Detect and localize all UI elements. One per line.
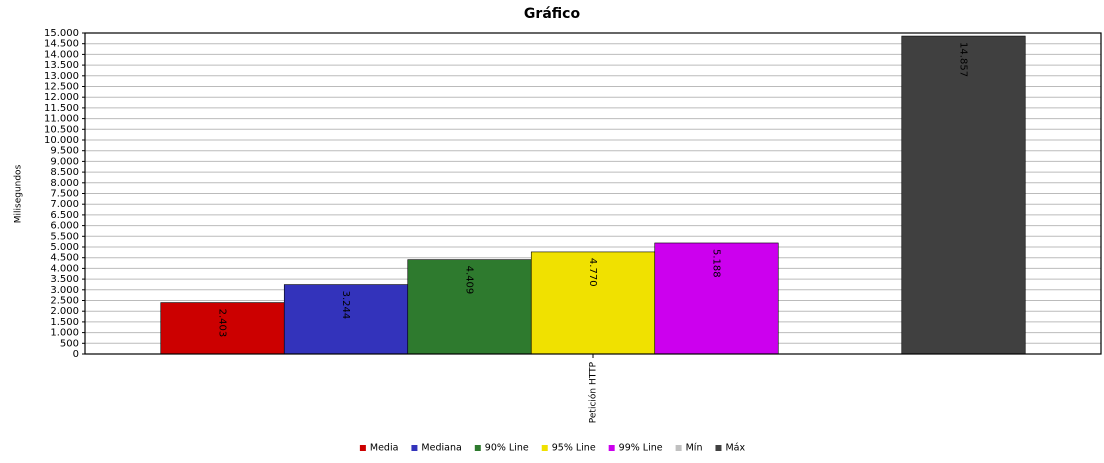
legend-label: Mediana — [421, 443, 461, 454]
value-label: 2.403 — [217, 309, 228, 338]
y-tick-label: 10.500 — [44, 124, 79, 135]
y-tick-label: 13.000 — [44, 71, 79, 82]
y-tick-label: 11.500 — [44, 103, 79, 114]
y-tick-label: 1.500 — [50, 317, 79, 328]
legend-label: 99% Line — [619, 443, 663, 454]
y-tick-label: 5.000 — [50, 242, 79, 253]
legend-label: Media — [370, 443, 399, 454]
y-tick-label: 7.500 — [50, 189, 79, 200]
value-label: 5.188 — [711, 249, 722, 278]
plot-border — [84, 32, 1102, 355]
bar — [160, 302, 285, 355]
y-tick-label: 2.000 — [50, 306, 79, 317]
x-tick-label: Petición HTTP — [588, 361, 599, 423]
y-tick-label: 5.500 — [50, 231, 79, 242]
y-tick-label: 4.000 — [50, 263, 79, 274]
y-tick-label: 1.000 — [50, 328, 79, 339]
legend-swatch — [359, 445, 366, 451]
y-tick-label: 9.500 — [50, 146, 79, 157]
y-tick-label: 4.500 — [50, 253, 79, 264]
legend-swatch — [411, 445, 418, 451]
legend-label: 90% Line — [485, 443, 529, 454]
y-tick-label: 14.000 — [44, 49, 79, 60]
y-tick-label: 14.500 — [44, 39, 79, 50]
chart-title: Gráfico — [524, 6, 581, 22]
legend-swatch — [608, 445, 615, 451]
y-tick-label: 8.000 — [50, 178, 79, 189]
y-tick-label: 12.000 — [44, 92, 79, 103]
legend-label: 95% Line — [552, 443, 596, 454]
y-tick-label: 6.500 — [50, 210, 79, 221]
bar — [530, 251, 656, 355]
y-tick-label: 2.500 — [50, 296, 79, 307]
y-tick-label: 3.500 — [50, 274, 79, 285]
legend-swatch — [541, 445, 548, 451]
legend-swatch — [675, 445, 682, 451]
value-label: 3.244 — [340, 291, 351, 320]
value-label: 4.409 — [464, 266, 475, 295]
legend-swatch — [715, 445, 722, 451]
y-tick-label: 6.000 — [50, 221, 79, 232]
y-tick-label: 11.000 — [44, 114, 79, 125]
y-tick-label: 7.000 — [50, 199, 79, 210]
value-label: 4.770 — [587, 258, 598, 287]
legend-label: Mín — [686, 443, 703, 454]
bar — [901, 35, 1026, 355]
y-tick-label: 500 — [60, 338, 79, 349]
legend-label: Máx — [725, 443, 745, 454]
y-tick-label: 12.500 — [44, 82, 79, 93]
bar — [407, 259, 532, 355]
y-tick-label: 8.500 — [50, 167, 79, 178]
y-tick-label: 3.000 — [50, 285, 79, 296]
y-tick-label: 9.000 — [50, 156, 79, 167]
y-tick-label: 15.000 — [44, 28, 79, 39]
bar — [654, 242, 779, 355]
y-tick-label: 0 — [73, 349, 79, 360]
legend-swatch — [474, 445, 481, 451]
y-tick-label: 10.000 — [44, 135, 79, 146]
bar — [283, 284, 409, 355]
value-label: 14.857 — [958, 42, 969, 77]
y-axis-label: Milisegundos — [14, 164, 24, 223]
y-tick-label: 13.500 — [44, 60, 79, 71]
